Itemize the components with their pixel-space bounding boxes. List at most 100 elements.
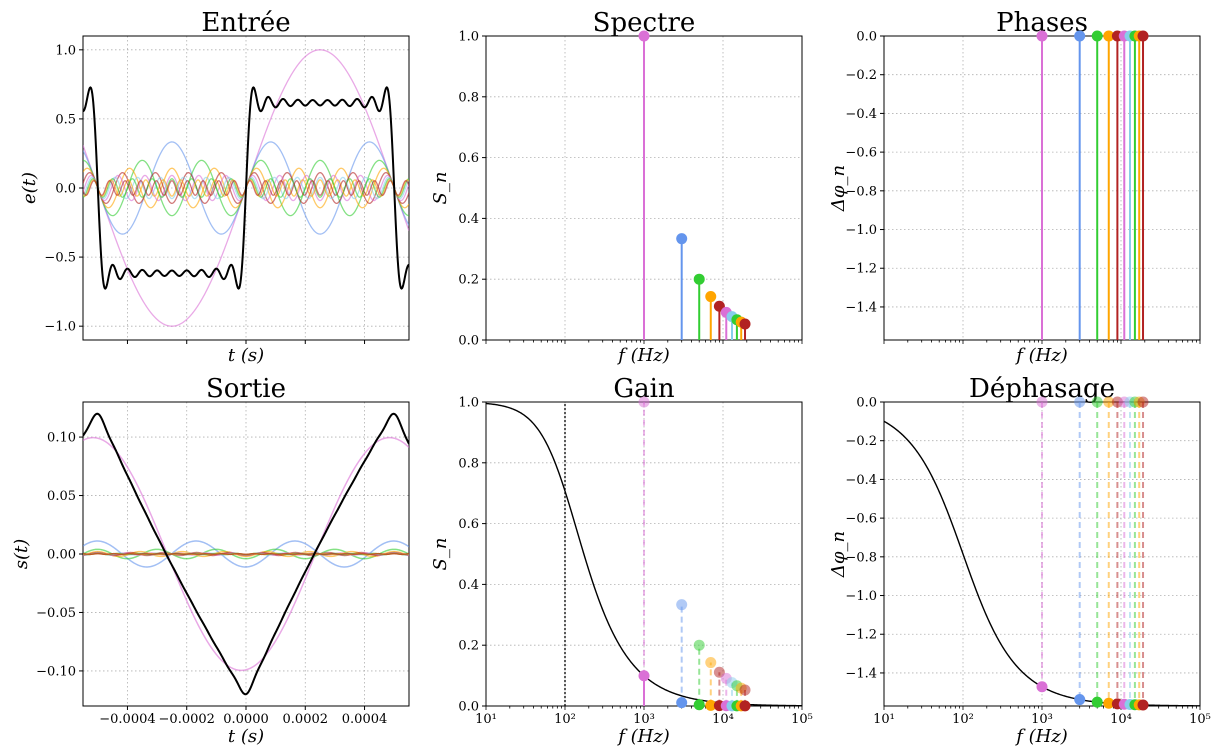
y-axis-label: S_n	[430, 538, 451, 571]
spectrum-marker	[705, 291, 717, 303]
y-tick-label: −0.2	[845, 434, 877, 449]
y-tick-label: −0.8	[845, 184, 877, 199]
y-tick-label: 0.0	[856, 30, 877, 45]
output-signal-curve	[83, 412, 409, 696]
input-phase-marker	[1103, 396, 1115, 408]
y-tick-label: 1.0	[458, 30, 479, 45]
x-tick-label: 10²	[554, 712, 576, 727]
input-phase-marker	[1074, 396, 1086, 408]
filtered-harmonic-curve	[83, 550, 409, 558]
output-amplitude-marker	[676, 697, 688, 709]
input-phase-marker	[1137, 396, 1149, 408]
y-tick-label: −0.5	[44, 251, 76, 266]
y-tick-label: 0.8	[458, 456, 479, 471]
x-tick-label: 10¹	[475, 712, 497, 727]
y-tick-label: −1.0	[44, 320, 76, 335]
output-phase-marker	[1074, 694, 1086, 706]
phase-marker	[1137, 30, 1149, 42]
y-axis-label: Δφ_n	[828, 165, 849, 212]
filtered-harmonic-curve	[83, 548, 409, 560]
y-tick-label: 0.00	[47, 548, 76, 563]
x-axis-label: f (Hz)	[1014, 726, 1068, 747]
y-tick-label: −1.2	[845, 262, 877, 277]
y-tick-label: −0.05	[36, 606, 76, 621]
y-tick-label: −0.10	[36, 664, 76, 679]
y-tick-label: 0.0	[55, 182, 76, 197]
y-tick-label: 0.05	[47, 489, 76, 504]
x-tick-label: 10⁵	[791, 712, 813, 727]
y-tick-label: −1.0	[845, 223, 877, 238]
panel-title: Entrée	[201, 8, 290, 38]
y-tick-label: 0.0	[856, 396, 877, 411]
input-phase-marker	[1091, 396, 1103, 408]
output-amplitude-marker	[693, 699, 705, 711]
spectrum-marker	[638, 30, 650, 42]
spectrum-marker	[693, 273, 705, 285]
y-tick-label: −1.4	[845, 666, 877, 681]
y-tick-label: 0.2	[458, 273, 479, 288]
x-tick-label: 10³	[1031, 712, 1053, 727]
y-axis-label: Δφ_n	[828, 531, 849, 578]
entree-curves	[83, 49, 409, 327]
y-tick-label: 1.0	[458, 396, 479, 411]
x-tick-label: 0.0002	[283, 712, 329, 727]
y-tick-label: −1.2	[845, 628, 877, 643]
y-tick-label: 0.5	[55, 112, 76, 127]
y-tick-label: 0.4	[458, 578, 479, 593]
x-axis-label: f (Hz)	[1014, 345, 1068, 366]
x-axis-label: t (s)	[228, 345, 264, 366]
y-tick-label: 0.2	[458, 639, 479, 654]
y-tick-label: 0.0	[458, 334, 479, 349]
x-tick-label: 10⁴	[712, 712, 734, 727]
y-tick-label: −0.4	[845, 473, 877, 488]
input-signal-curve	[83, 86, 409, 290]
x-tick-label: 10²	[952, 712, 974, 727]
y-axis-label: e(t)	[19, 172, 40, 204]
output-amplitude-marker	[638, 670, 650, 682]
plot-frame	[82, 35, 410, 341]
x-tick-label: 0.0004	[342, 712, 388, 727]
spectrum-marker	[676, 233, 688, 245]
y-tick-label: −0.8	[845, 550, 877, 565]
x-tick-label: 0.0000	[223, 712, 269, 727]
x-tick-label: −0.0004	[99, 712, 155, 727]
panel-dephasage: −1.4 −1.2 −1.0 −0.8 −0.6 −0.4 −0.2 0.0 10¹ 10² 10³…	[828, 374, 1211, 747]
y-tick-label: 0.8	[458, 90, 479, 105]
x-axis-label: f (Hz)	[616, 726, 670, 747]
phase-marker	[1074, 30, 1086, 42]
input-amplitude-marker	[739, 684, 751, 696]
y-tick-label: 0.0	[458, 700, 479, 715]
x-axis-label: f (Hz)	[616, 345, 670, 366]
input-amplitude-marker	[705, 657, 717, 669]
y-tick-label: 1.0	[55, 43, 76, 58]
panel-sortie: −0.10 −0.05 0.00 0.05 0.10 −0.0004 −0.0002 0.00…	[11, 374, 410, 747]
y-axis-label: s(t)	[11, 539, 32, 570]
input-amplitude-marker	[638, 396, 650, 408]
y-tick-label: −1.0	[845, 589, 877, 604]
output-phase-marker	[1137, 699, 1149, 711]
x-tick-label: −0.0002	[159, 712, 215, 727]
output-amplitude-marker	[705, 699, 717, 711]
x-tick-label: 10¹	[873, 712, 895, 727]
filtered-harmonic-curve	[83, 552, 409, 556]
y-tick-label: −0.2	[845, 68, 877, 83]
output-phase-marker	[1091, 696, 1103, 708]
input-amplitude-marker	[676, 599, 688, 611]
input-phase-marker	[1036, 396, 1048, 408]
panel-title: Sortie	[206, 374, 286, 404]
sortie-curves	[83, 412, 409, 696]
filtered-harmonic-curve	[83, 540, 409, 568]
phase-marker	[1036, 30, 1048, 42]
spectrum-marker	[739, 318, 751, 330]
x-axis-label: t (s)	[228, 726, 264, 747]
filtered-harmonic-curve	[83, 436, 409, 672]
output-phase-marker	[1103, 697, 1115, 709]
y-tick-label: 0.6	[458, 517, 479, 532]
phase-marker	[1103, 30, 1115, 42]
y-tick-label: −0.4	[845, 107, 877, 122]
y-tick-label: 0.4	[458, 212, 479, 227]
y-tick-label: −0.6	[845, 512, 877, 527]
